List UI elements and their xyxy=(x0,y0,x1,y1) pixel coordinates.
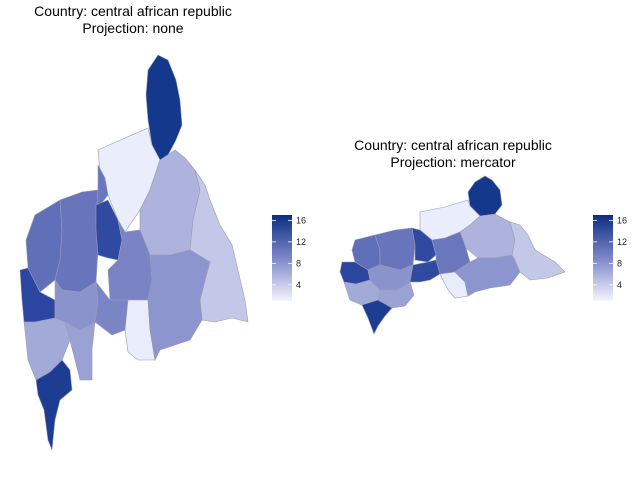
legend-colorbar xyxy=(593,215,613,301)
map-title-country: Country: central african republic xyxy=(354,137,552,153)
merc-south-tip xyxy=(361,299,393,335)
map-title-country: Country: central african republic xyxy=(34,3,232,19)
legend-tick-label: 16 xyxy=(296,215,306,225)
legend-tick-label: 4 xyxy=(617,280,622,290)
merc-west-central xyxy=(374,227,416,271)
legend-colorbar xyxy=(272,215,292,301)
legend-tick-label: 8 xyxy=(617,258,622,268)
map-title-projection: Projection: none xyxy=(82,20,184,36)
legend-tick-label: 12 xyxy=(296,237,306,247)
region-southeast xyxy=(147,249,211,361)
legend-tick-label: 16 xyxy=(617,215,627,225)
legend-right: 16 12 8 4 xyxy=(593,215,627,301)
map-title-projection: Projection: mercator xyxy=(390,154,516,170)
map-mercator xyxy=(339,175,566,335)
merc-center xyxy=(411,227,437,263)
region-south-small xyxy=(64,321,96,381)
legend-left: 16 12 8 4 xyxy=(272,215,306,301)
region-west-central xyxy=(54,189,99,293)
legend-ticks: 16 12 8 4 xyxy=(593,215,627,290)
map-title-mercator: Country: central african republic Projec… xyxy=(330,137,576,171)
legend-ticks: 16 12 8 4 xyxy=(272,215,306,290)
legend-tick-label: 4 xyxy=(296,280,301,290)
legend-tick-label: 12 xyxy=(617,237,627,247)
merc-southeast xyxy=(454,254,521,297)
legend-tick-label: 8 xyxy=(296,258,301,268)
region-south-central-2 xyxy=(94,280,129,336)
map-title-none: Country: central african republic Projec… xyxy=(0,3,266,37)
region-south-tip xyxy=(35,359,73,451)
merc-south-small-center xyxy=(409,259,441,283)
region-far-east xyxy=(189,169,249,323)
map-none xyxy=(19,54,249,451)
